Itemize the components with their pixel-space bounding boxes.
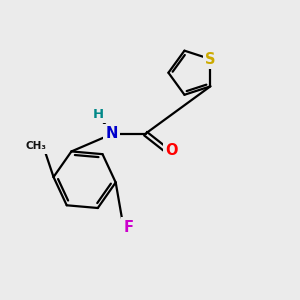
Text: O: O [165, 142, 178, 158]
Text: S: S [205, 52, 216, 67]
Text: H: H [92, 108, 104, 121]
Text: N: N [105, 126, 118, 141]
Text: CH₃: CH₃ [25, 141, 46, 152]
Text: F: F [124, 220, 134, 235]
